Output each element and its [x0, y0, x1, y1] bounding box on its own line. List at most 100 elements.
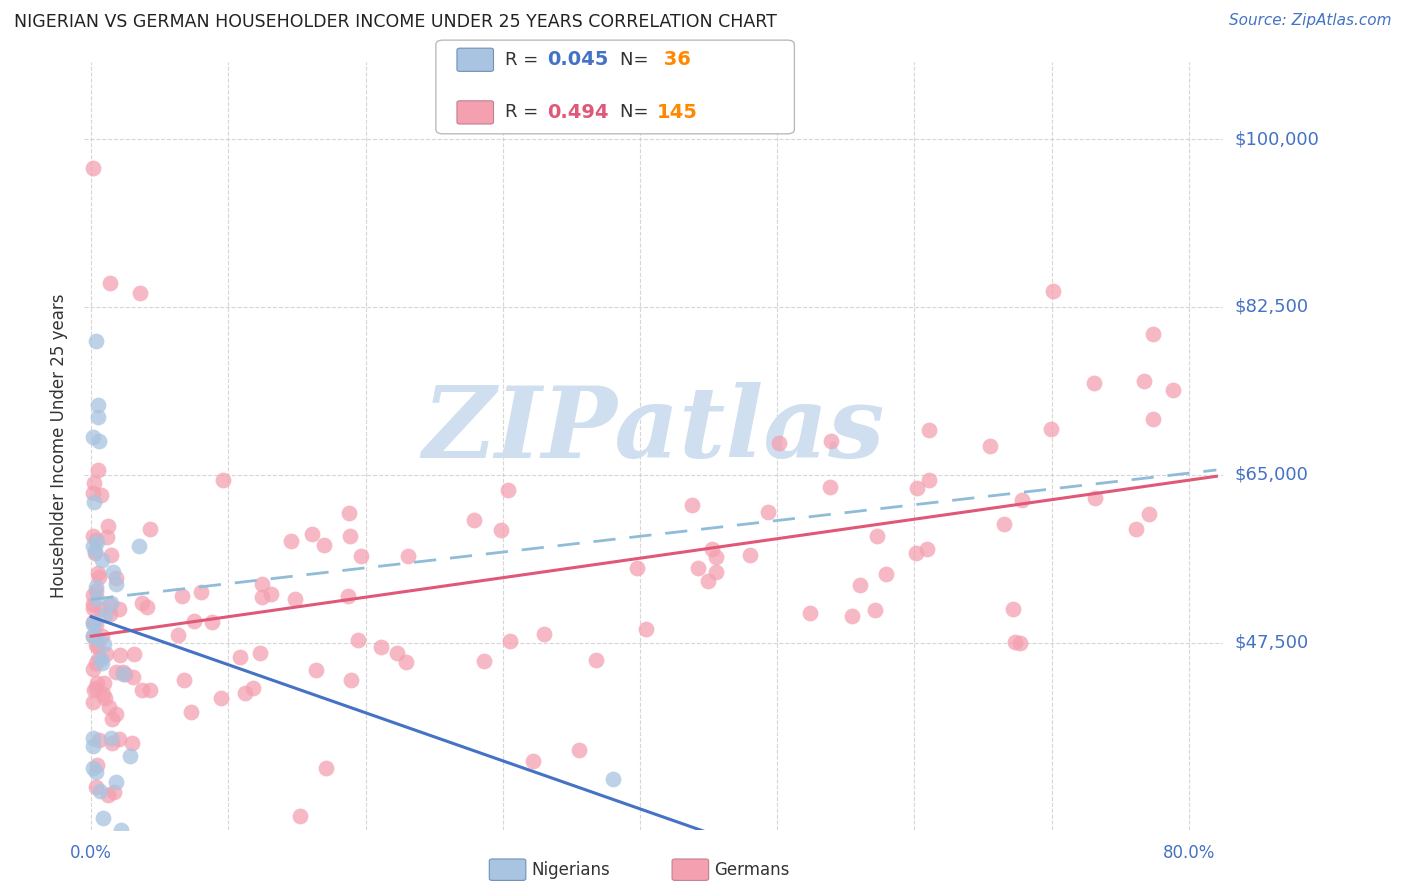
- Point: [918, 423, 941, 437]
- Text: $100,000: $100,000: [1234, 130, 1319, 148]
- Point: [83, 615, 105, 630]
- Point: [170, 589, 193, 603]
- Point: [87, 733, 110, 747]
- Point: [93, 637, 115, 651]
- Point: [875, 567, 897, 582]
- Point: [98, 276, 121, 290]
- Point: [1039, 422, 1062, 436]
- Point: [84, 544, 107, 558]
- Point: [249, 646, 271, 660]
- Point: [863, 603, 886, 617]
- Point: [498, 483, 520, 497]
- Point: [702, 541, 724, 556]
- Point: [91, 812, 114, 826]
- Point: [522, 754, 544, 768]
- Point: [104, 706, 127, 721]
- Point: [128, 540, 150, 554]
- Point: [82, 629, 104, 643]
- Point: [1042, 285, 1064, 299]
- Point: [336, 589, 359, 603]
- Point: [86, 534, 108, 549]
- Point: [103, 566, 125, 580]
- Point: [190, 585, 212, 599]
- Point: [104, 576, 127, 591]
- Point: [82, 662, 104, 676]
- Text: 0.0%: 0.0%: [70, 844, 112, 862]
- Point: [301, 527, 323, 541]
- Point: [86, 631, 108, 645]
- Point: [91, 629, 114, 643]
- Text: Nigerians: Nigerians: [531, 861, 610, 879]
- Point: [86, 566, 108, 581]
- Point: [993, 516, 1015, 531]
- Point: [183, 614, 205, 628]
- Point: [86, 676, 108, 690]
- Point: [84, 584, 107, 599]
- Point: [98, 598, 121, 612]
- Point: [83, 682, 105, 697]
- Point: [1011, 493, 1033, 508]
- Point: [768, 436, 790, 450]
- Point: [111, 667, 134, 681]
- Point: [135, 600, 157, 615]
- Point: [339, 529, 361, 543]
- Point: [180, 705, 202, 719]
- Point: [86, 640, 108, 654]
- Point: [568, 743, 591, 757]
- Point: [799, 606, 821, 620]
- Point: [82, 430, 104, 444]
- Point: [87, 569, 110, 583]
- Point: [602, 772, 624, 786]
- Point: [385, 646, 408, 660]
- Text: $47,500: $47,500: [1234, 633, 1309, 651]
- Text: Germans: Germans: [714, 861, 790, 879]
- Point: [108, 602, 131, 616]
- Point: [173, 673, 195, 688]
- Point: [315, 761, 337, 775]
- Text: 36: 36: [657, 50, 690, 70]
- Point: [1161, 383, 1184, 397]
- Point: [1004, 635, 1026, 649]
- Point: [139, 522, 162, 536]
- Point: [1084, 491, 1107, 506]
- Point: [979, 439, 1001, 453]
- Point: [87, 650, 110, 665]
- Point: [131, 595, 153, 609]
- Point: [499, 634, 522, 648]
- Point: [472, 654, 495, 668]
- Point: [212, 473, 235, 487]
- Point: [347, 633, 370, 648]
- Point: [104, 571, 127, 585]
- Point: [86, 410, 108, 425]
- Point: [100, 548, 122, 562]
- Point: [118, 749, 141, 764]
- Point: [90, 553, 112, 567]
- Point: [108, 732, 131, 747]
- Point: [97, 519, 120, 533]
- Point: [90, 602, 112, 616]
- Point: [131, 682, 153, 697]
- Point: [82, 617, 104, 632]
- Point: [1010, 636, 1032, 650]
- Point: [104, 774, 127, 789]
- Point: [89, 784, 111, 798]
- Point: [82, 598, 104, 612]
- Point: [585, 653, 607, 667]
- Point: [337, 506, 360, 520]
- Point: [288, 809, 311, 823]
- Point: [740, 548, 762, 562]
- Point: [122, 647, 145, 661]
- Text: NIGERIAN VS GERMAN HOUSEHOLDER INCOME UNDER 25 YEARS CORRELATION CHART: NIGERIAN VS GERMAN HOUSEHOLDER INCOME UN…: [14, 13, 778, 31]
- Point: [250, 577, 273, 591]
- Y-axis label: Householder Income Under 25 years: Householder Income Under 25 years: [51, 293, 69, 599]
- Point: [82, 601, 104, 615]
- Text: $65,000: $65,000: [1234, 466, 1308, 483]
- Point: [818, 480, 841, 494]
- Point: [90, 488, 112, 502]
- Point: [395, 655, 418, 669]
- Point: [697, 574, 720, 589]
- Point: [87, 398, 110, 412]
- Point: [84, 533, 107, 547]
- Point: [841, 608, 863, 623]
- Point: [304, 663, 326, 677]
